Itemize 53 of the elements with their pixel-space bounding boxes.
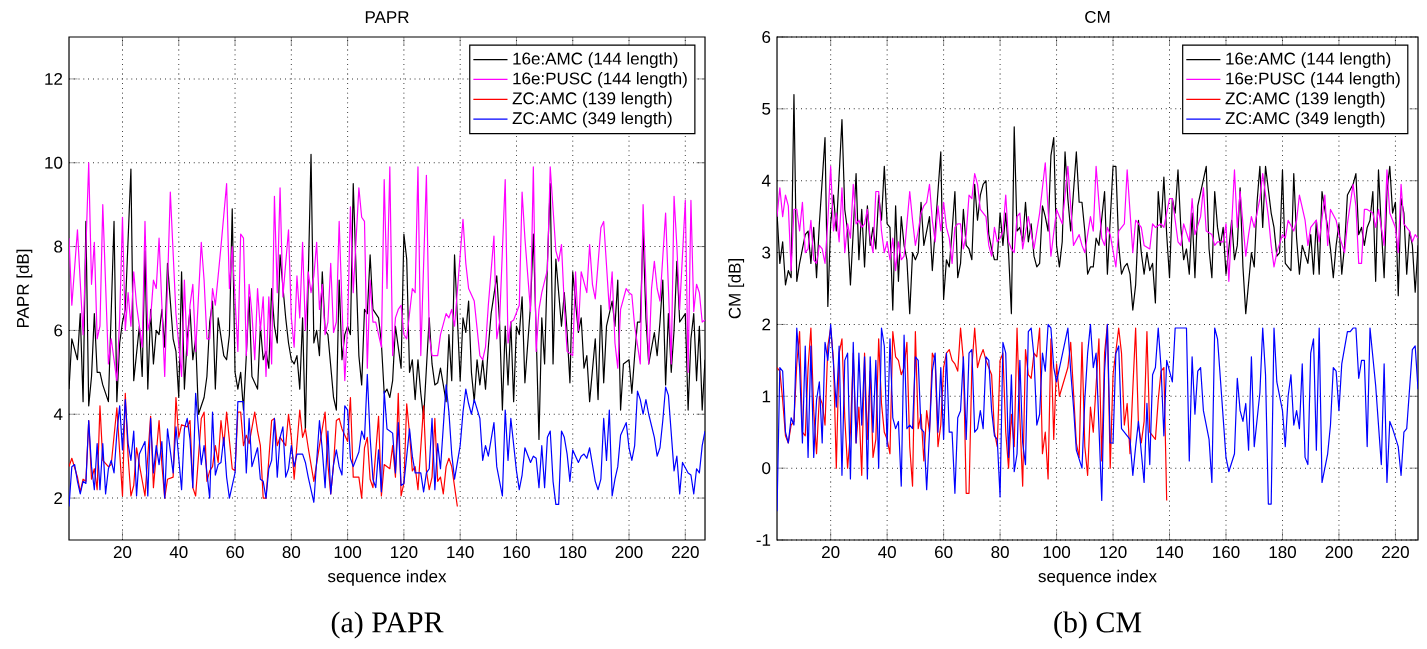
y-tick-label: 0: [762, 462, 771, 475]
text: (a) PAPR: [331, 611, 444, 639]
legend-label: 16e:PUSC (144 length): [513, 72, 687, 88]
y-axis-title: CM [dB]: [728, 259, 745, 319]
y-tick-label: 3: [762, 246, 771, 259]
y-tick-label: 2: [762, 318, 771, 331]
legend-label: ZC:AMC (139 length): [1225, 91, 1385, 108]
x-tick-label: 120: [391, 546, 418, 559]
legend-label: 16e:AMC (144 length): [1226, 52, 1391, 68]
x-tick-label: 20: [822, 546, 840, 559]
x-tick-label: 80: [282, 546, 301, 559]
y-tick-label: 6: [762, 31, 771, 44]
y-tick-label: 8: [54, 240, 63, 253]
x-tick-label: 180: [559, 546, 587, 559]
x-axis-title: sequence index: [1038, 569, 1157, 586]
y-tick-label: -1: [756, 534, 771, 546]
legend-label: ZC:AMC (349 length): [512, 111, 672, 128]
y-tick-label: 5: [762, 102, 771, 115]
x-tick-label: 60: [226, 546, 244, 559]
x-tick-label: 40: [169, 546, 188, 559]
x-tick-label: 100: [1043, 546, 1071, 559]
x-tick-label: 160: [1213, 546, 1240, 559]
x-tick-label: 220: [671, 546, 699, 559]
legend-label: ZC:AMC (349 length): [1225, 111, 1385, 128]
y-tick-label: 1: [762, 390, 771, 403]
x-tick-label: 100: [334, 546, 362, 559]
text: (b) CM: [1054, 611, 1142, 639]
y-axis-title: PAPR [dB]: [16, 249, 33, 328]
x-tick-label: 60: [935, 546, 953, 559]
x-tick-label: 80: [991, 546, 1009, 559]
x-tick-label: 40: [878, 546, 896, 559]
legend-label: 16e:AMC (144 length): [513, 52, 678, 68]
x-tick-label: 120: [1100, 546, 1127, 559]
x-tick-label: 140: [447, 546, 474, 559]
y-tick-label: 4: [761, 174, 771, 187]
y-tick-label: 6: [54, 324, 63, 337]
x-tick-label: 180: [1269, 546, 1296, 559]
x-tick-label: 20: [113, 546, 132, 559]
legend-label: ZC:AMC (139 length): [512, 91, 672, 108]
legend-label: 16e:PUSC (144 length): [1226, 72, 1400, 88]
x-tick-label: 160: [503, 546, 530, 559]
y-tick-label: 12: [45, 72, 63, 85]
y-tick-label: 10: [45, 156, 63, 169]
x-tick-label: 140: [1156, 546, 1184, 559]
x-tick-label: 220: [1382, 546, 1409, 559]
x-axis-title: sequence index: [327, 569, 447, 586]
line-series: [69, 392, 458, 508]
y-tick-label: 2: [54, 492, 63, 505]
chart-title: CM: [1085, 10, 1110, 23]
chart-title: PAPR: [365, 11, 409, 23]
y-tick-label: 4: [53, 408, 63, 421]
x-tick-label: 200: [1325, 546, 1353, 559]
x-tick-label: 200: [615, 546, 643, 559]
